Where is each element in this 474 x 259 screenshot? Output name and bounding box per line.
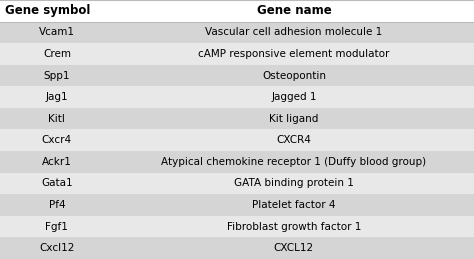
Text: Vascular cell adhesion molecule 1: Vascular cell adhesion molecule 1 — [205, 27, 383, 37]
Text: Pf4: Pf4 — [48, 200, 65, 210]
Text: Vcam1: Vcam1 — [39, 27, 75, 37]
Text: Osteopontin: Osteopontin — [262, 70, 326, 81]
Text: Gene name: Gene name — [256, 4, 331, 17]
Text: cAMP responsive element modulator: cAMP responsive element modulator — [198, 49, 390, 59]
Text: Fgf1: Fgf1 — [46, 222, 68, 232]
Text: Atypical chemokine receptor 1 (Duffy blood group): Atypical chemokine receptor 1 (Duffy blo… — [161, 157, 427, 167]
Text: CXCL12: CXCL12 — [274, 243, 314, 253]
Text: Jagged 1: Jagged 1 — [271, 92, 317, 102]
Bar — [0, 0, 474, 21]
Bar — [0, 194, 474, 216]
Text: Kit ligand: Kit ligand — [269, 114, 319, 124]
Text: GATA binding protein 1: GATA binding protein 1 — [234, 178, 354, 189]
Bar — [0, 173, 474, 194]
Bar — [0, 151, 474, 173]
Bar — [0, 216, 474, 238]
Bar — [0, 130, 474, 151]
Text: Fibroblast growth factor 1: Fibroblast growth factor 1 — [227, 222, 361, 232]
Text: Ackr1: Ackr1 — [42, 157, 72, 167]
Bar — [0, 238, 474, 259]
Text: CXCR4: CXCR4 — [276, 135, 311, 145]
Text: Kitl: Kitl — [48, 114, 65, 124]
Text: Gene symbol: Gene symbol — [5, 4, 90, 17]
Text: Cxcl12: Cxcl12 — [39, 243, 74, 253]
Text: Jag1: Jag1 — [46, 92, 68, 102]
Text: Spp1: Spp1 — [44, 70, 70, 81]
Bar — [0, 21, 474, 43]
Text: Cxcr4: Cxcr4 — [42, 135, 72, 145]
Text: Crem: Crem — [43, 49, 71, 59]
Text: Gata1: Gata1 — [41, 178, 73, 189]
Bar — [0, 108, 474, 130]
Bar — [0, 65, 474, 86]
Text: Platelet factor 4: Platelet factor 4 — [252, 200, 336, 210]
Bar — [0, 43, 474, 65]
Bar — [0, 86, 474, 108]
